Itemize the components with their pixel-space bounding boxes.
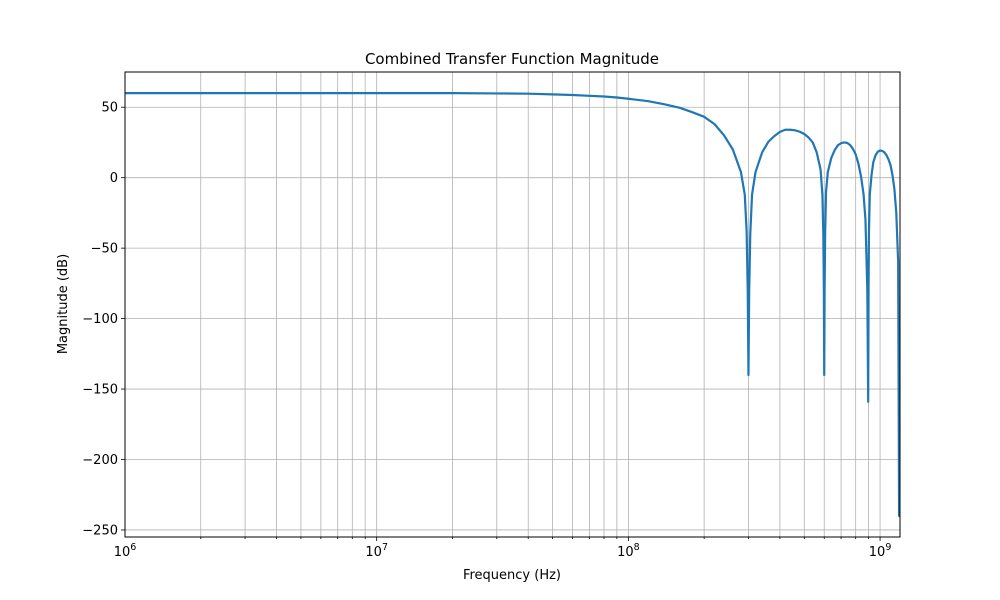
y-tick-label: −150: [82, 383, 118, 398]
x-tick-label: 108: [617, 542, 640, 560]
y-tick-label: −200: [82, 453, 118, 468]
series-layer: [125, 92, 901, 517]
y-tick-label: −50: [91, 242, 118, 257]
y-tick-label: −250: [82, 523, 118, 538]
series-line-0: [125, 92, 901, 517]
y-tick-label: 50: [101, 101, 118, 116]
y-tick-label: −100: [82, 312, 118, 327]
x-tick-label: 106: [114, 542, 137, 560]
x-axis-title: Frequency (Hz): [463, 568, 561, 583]
x-tick-label: 109: [869, 542, 892, 560]
x-tick-label: 107: [365, 542, 388, 560]
y-axis-title: Magnitude (dB): [56, 254, 71, 354]
plot-frame: [124, 71, 901, 538]
ticks: 50 0 −50 −100 −150 −200 −250 106 107 108 109: [82, 101, 891, 560]
y-tick-label: 0: [110, 171, 118, 186]
grid: [125, 72, 900, 537]
chart-title: Combined Transfer Function Magnitude: [365, 50, 659, 68]
